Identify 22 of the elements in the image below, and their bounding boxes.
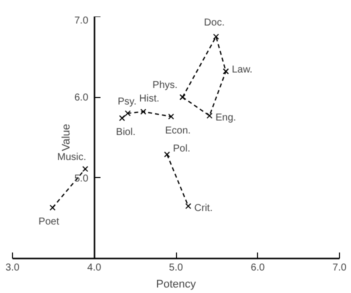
x-tick-label: 7.0	[332, 262, 347, 274]
annotation: Law.	[232, 64, 252, 76]
annotation: Psy.	[118, 96, 136, 108]
annotation: Music.	[57, 152, 86, 163]
y-axis-title: Value	[60, 124, 72, 152]
x-axis-title: Potency	[156, 278, 196, 290]
annotation: Econ.	[165, 126, 191, 137]
annotation: Pol.	[173, 143, 190, 154]
y-tick-label: 6.0	[74, 92, 89, 104]
y-tick-label: 7.0	[74, 16, 89, 26]
x-tick-label: 6.0	[250, 262, 266, 274]
annotation: Poet	[38, 216, 60, 228]
x-tick-label: 3.0	[6, 262, 20, 274]
x-tick-label: 5.0	[169, 262, 184, 274]
annotation: Phys.	[152, 80, 178, 92]
annotation: Doc.	[204, 18, 225, 29]
x-tick-label: 4.0	[87, 262, 102, 274]
annotation: Hist.	[139, 94, 160, 105]
annotation: Crit.	[194, 203, 213, 214]
y-tick-label: 5.0	[74, 173, 89, 184]
annotation: Biol.	[116, 127, 136, 138]
annotation: Eng.	[216, 112, 236, 124]
